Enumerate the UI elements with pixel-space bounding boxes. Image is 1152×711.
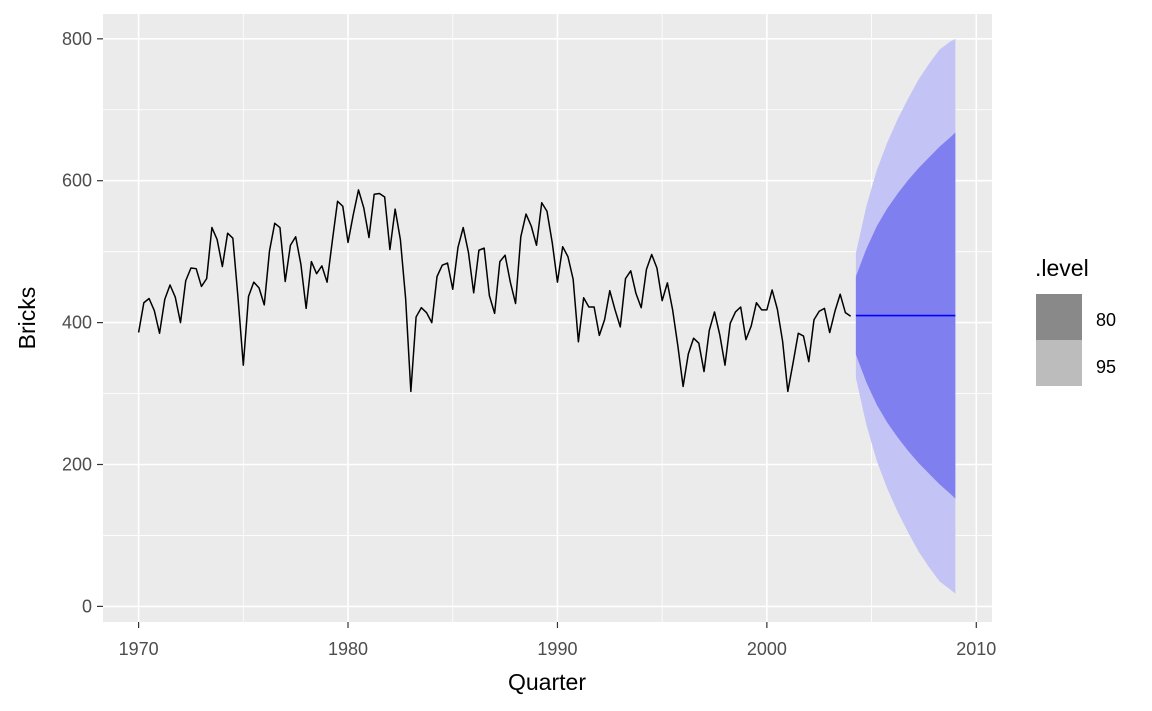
panel-background xyxy=(103,14,992,622)
series-lines xyxy=(137,189,956,393)
x-axis: 1970 1980 1990 2000 2010 xyxy=(119,622,996,659)
y-tick-label: 800 xyxy=(62,29,92,49)
x-tick-label: 2000 xyxy=(747,639,787,659)
legend-label-95: 95 xyxy=(1096,357,1116,377)
x-tick-label: 1970 xyxy=(119,639,159,659)
y-tick-label: 0 xyxy=(82,596,92,616)
y-tick-label: 600 xyxy=(62,171,92,191)
x-axis-title: Quarter xyxy=(508,669,586,695)
x-tick-label: 1980 xyxy=(328,639,368,659)
legend-key-80 xyxy=(1036,294,1082,340)
y-axis: 0 200 400 600 800 xyxy=(62,29,103,616)
x-tick-label: 1990 xyxy=(537,639,577,659)
major-gridlines xyxy=(103,14,992,622)
x-tick-label: 2010 xyxy=(956,639,996,659)
legend-label-80: 80 xyxy=(1096,310,1116,330)
bricks-series-line xyxy=(137,189,852,393)
y-axis-title: Bricks xyxy=(14,287,40,350)
legend-key-95 xyxy=(1036,340,1082,386)
minor-gridlines xyxy=(103,14,992,622)
legend-title: .level xyxy=(1035,255,1089,281)
legend: .level 80 95 xyxy=(1035,255,1116,386)
y-tick-label: 400 xyxy=(62,313,92,333)
y-tick-label: 200 xyxy=(62,455,92,475)
